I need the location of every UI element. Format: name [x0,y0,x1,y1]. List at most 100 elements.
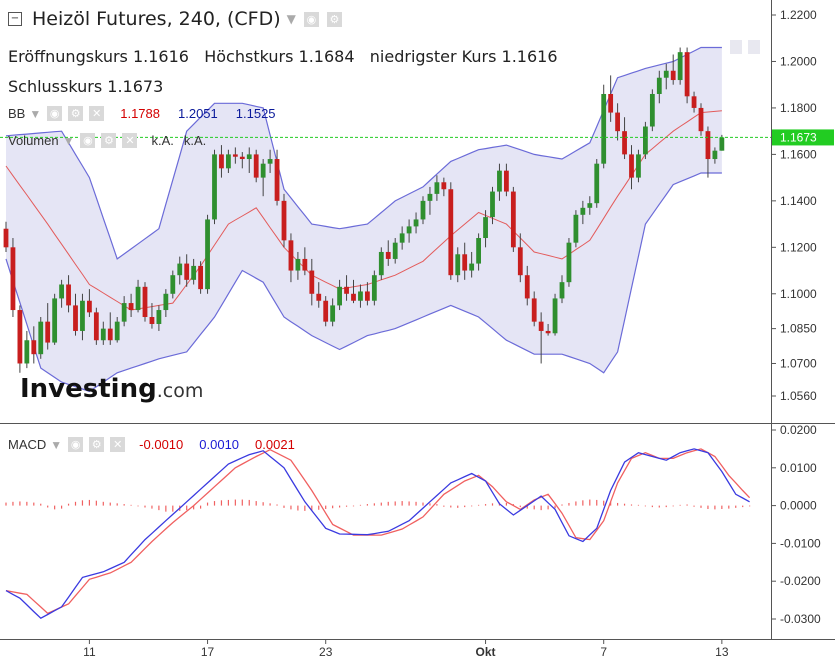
eye-icon[interactable]: ◉ [47,106,63,121]
candle-body [351,293,356,301]
candle-body [93,312,99,341]
ohlc-row-2: Schlusskurs 1.1673 [8,77,163,96]
candle-body [135,286,141,311]
candle-body [566,242,572,283]
candle-body [246,154,252,160]
candle-body [232,154,238,157]
candle-body [601,93,607,164]
bb-legend[interactable]: BB ▼ ◉ ⚙ ✕ 1.1788 1.2051 1.1525 [8,106,276,121]
price-tick-label: 1.2000 [780,54,817,68]
candle-body [337,286,342,306]
candle-body [462,254,468,271]
collapse-icon[interactable]: − [8,12,22,26]
candle-body [219,154,224,169]
macd-tick-label: 0.0200 [780,423,817,437]
candlesticks [3,47,725,373]
candle-body [323,300,329,322]
candle-body [288,240,294,271]
close-value: 1.1673 [107,77,164,96]
candle-body [371,275,377,301]
candle-body [114,321,120,341]
candle-body [316,293,322,301]
candle-body [24,340,30,364]
candle-body [253,154,259,178]
eye-icon[interactable]: ◉ [303,11,319,27]
last-price-label: 1.1673 [780,130,817,144]
candle-body [177,263,183,276]
candle-body [636,154,641,178]
ohlc-row-1: Eröffnungskurs 1.1616 Höchstkurs 1.1684 … [8,47,558,66]
volume-label: Volumen [8,133,59,148]
candle-body [149,317,155,324]
candle-body [198,265,203,290]
price-tick-label: 1.0700 [780,356,817,370]
time-tick-label: 7 [600,645,607,659]
macd-tick-label: -0.0200 [780,574,821,588]
gear-icon[interactable]: ⚙ [89,437,105,452]
gear-icon[interactable]: ⚙ [101,133,117,148]
candle-body [705,131,711,160]
gear-icon[interactable]: ⚙ [68,106,84,121]
candle-body [239,156,245,160]
time-tick-label: 11 [83,645,96,659]
candle-body [344,286,349,294]
price-tick-label: 1.1600 [780,147,817,161]
macd-panel [5,448,751,619]
candle-body [399,233,405,243]
candle-body [531,298,537,322]
candle-body [615,112,620,132]
candle-body [365,291,370,301]
chevron-down-icon[interactable]: ▼ [286,12,296,26]
candle-body [691,96,697,108]
candle-body [677,52,683,81]
low-label: niedrigster Kurs [369,47,497,66]
logo-suffix: .com [156,380,204,402]
candle-body [490,191,495,218]
macd-legend[interactable]: MACD ▼ ◉ ⚙ ✕ -0.0010 0.0010 0.0021 [8,437,295,452]
candle-body [52,298,58,343]
bb-value-mid: 1.1788 [120,106,160,121]
volume-value-1: k.A. [151,133,174,148]
candle-body [392,242,398,259]
candle-body [545,330,551,334]
close-icon[interactable]: ✕ [89,106,105,121]
candle-body [128,303,134,311]
candle-body [267,159,273,164]
price-tick-label: 1.0560 [780,389,817,403]
candle-body [142,286,148,318]
candle-body [712,150,718,160]
close-icon[interactable]: ✕ [122,133,138,148]
chevron-down-icon[interactable]: ▼ [29,106,42,121]
candle-body [573,214,579,243]
candle-body [358,291,363,301]
candle-body [281,200,287,241]
candle-body [663,70,669,78]
chevron-down-icon[interactable]: ▼ [50,437,63,452]
candle-body [656,77,662,94]
volume-legend[interactable]: Volumen ▼ ◉ ⚙ ✕ k.A. k.A. [8,133,206,148]
candle-body [226,154,231,169]
candle-body [643,126,648,155]
candle-body [552,298,558,334]
candle-body [107,328,113,341]
gear-icon[interactable]: ⚙ [326,11,342,27]
candle-body [260,163,266,178]
candle-body [434,182,440,194]
candle-body [497,170,502,192]
eye-icon[interactable]: ◉ [80,133,96,148]
candle-body [205,219,210,290]
close-icon[interactable]: ✕ [110,437,126,452]
candle-body [212,154,217,220]
candle-body [45,321,51,343]
candle-body [538,321,544,331]
price-tick-label: 1.1400 [780,194,817,208]
candle-body [17,310,23,364]
candle-body [524,275,530,299]
bb-label: BB [8,106,26,121]
low-value: 1.1616 [501,47,558,66]
pane-menu-icon [730,40,742,54]
chevron-down-icon[interactable]: ▼ [62,133,75,148]
candle-body [87,300,92,313]
eye-icon[interactable]: ◉ [68,437,84,452]
